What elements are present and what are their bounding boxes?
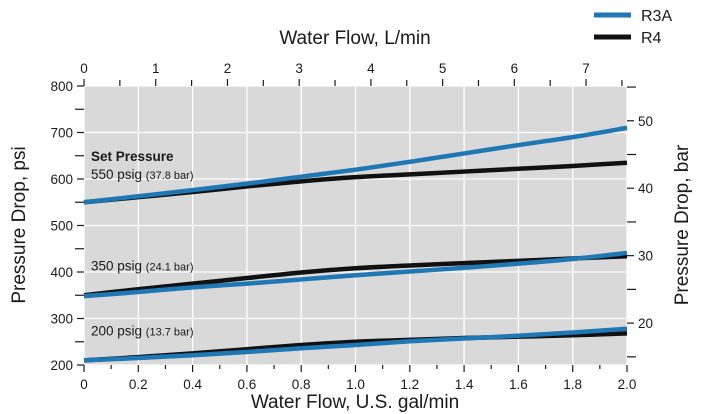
x2-tick-label: 4 bbox=[367, 61, 375, 76]
set-pressure-title: Set Pressure bbox=[91, 149, 174, 164]
x-tick-label: 1.8 bbox=[563, 377, 582, 392]
x-tick-label: 0.2 bbox=[129, 377, 148, 392]
x-tick-label: 0 bbox=[80, 377, 88, 392]
legend-label-r4: R4 bbox=[641, 30, 662, 47]
x-tick-label: 1.0 bbox=[346, 377, 365, 392]
y-tick-label: 600 bbox=[50, 172, 73, 187]
x2-tick-label: 7 bbox=[582, 61, 590, 76]
x2-tick-label: 3 bbox=[295, 61, 303, 76]
x-tick-label: 1.4 bbox=[455, 377, 474, 392]
set-pressure-bar: (24.1 bar) bbox=[146, 262, 194, 274]
y-tick-label: 300 bbox=[50, 312, 73, 327]
x-tick-label: 1.6 bbox=[509, 377, 528, 392]
set-pressure-label: 550 psig (37.8 bar) bbox=[91, 167, 194, 182]
set-pressure-bar: (13.7 bar) bbox=[146, 327, 194, 339]
x2-tick-label: 1 bbox=[152, 61, 160, 76]
y2-tick-label: 40 bbox=[638, 181, 653, 196]
y2-tick-label: 20 bbox=[638, 316, 653, 331]
set-pressure-value: 200 psig bbox=[91, 324, 146, 339]
y2-tick-label: 50 bbox=[638, 114, 653, 129]
set-pressure-label: 200 psig (13.7 bar) bbox=[91, 324, 194, 339]
x2-axis-title: Water Flow, L/min bbox=[279, 28, 430, 49]
y-tick-label: 400 bbox=[50, 265, 73, 280]
set-pressure-bar: (37.8 bar) bbox=[146, 170, 194, 182]
x2-tick-label: 2 bbox=[224, 61, 232, 76]
y2-tick-label: 30 bbox=[638, 249, 653, 264]
x-axis-title: Water Flow, U.S. gal/min bbox=[251, 392, 459, 413]
x2-tick-label: 5 bbox=[439, 61, 447, 76]
x2-tick-label: 6 bbox=[511, 61, 519, 76]
set-pressure-value: 550 psig bbox=[91, 167, 146, 182]
y2-axis-title: Pressure Drop, bar bbox=[672, 144, 693, 305]
set-pressure-value: 350 psig bbox=[91, 259, 146, 274]
x2-tick-label: 0 bbox=[80, 61, 88, 76]
x-tick-label: 0.8 bbox=[292, 377, 311, 392]
legend-label-r3a: R3A bbox=[641, 8, 672, 25]
y-axis-title: Pressure Drop, psi bbox=[9, 146, 30, 303]
y-tick-label: 800 bbox=[50, 79, 73, 94]
y-tick-label: 200 bbox=[50, 358, 73, 373]
x-tick-label: 1.2 bbox=[400, 377, 419, 392]
set-pressure-label: 350 psig (24.1 bar) bbox=[91, 259, 194, 274]
x-tick-label: 2.0 bbox=[618, 377, 637, 392]
x-tick-label: 0.6 bbox=[238, 377, 257, 392]
y-tick-label: 700 bbox=[50, 126, 73, 141]
legend: R3A R4 bbox=[594, 8, 672, 47]
y-tick-label: 500 bbox=[50, 219, 73, 234]
x-tick-label: 0.4 bbox=[183, 377, 202, 392]
